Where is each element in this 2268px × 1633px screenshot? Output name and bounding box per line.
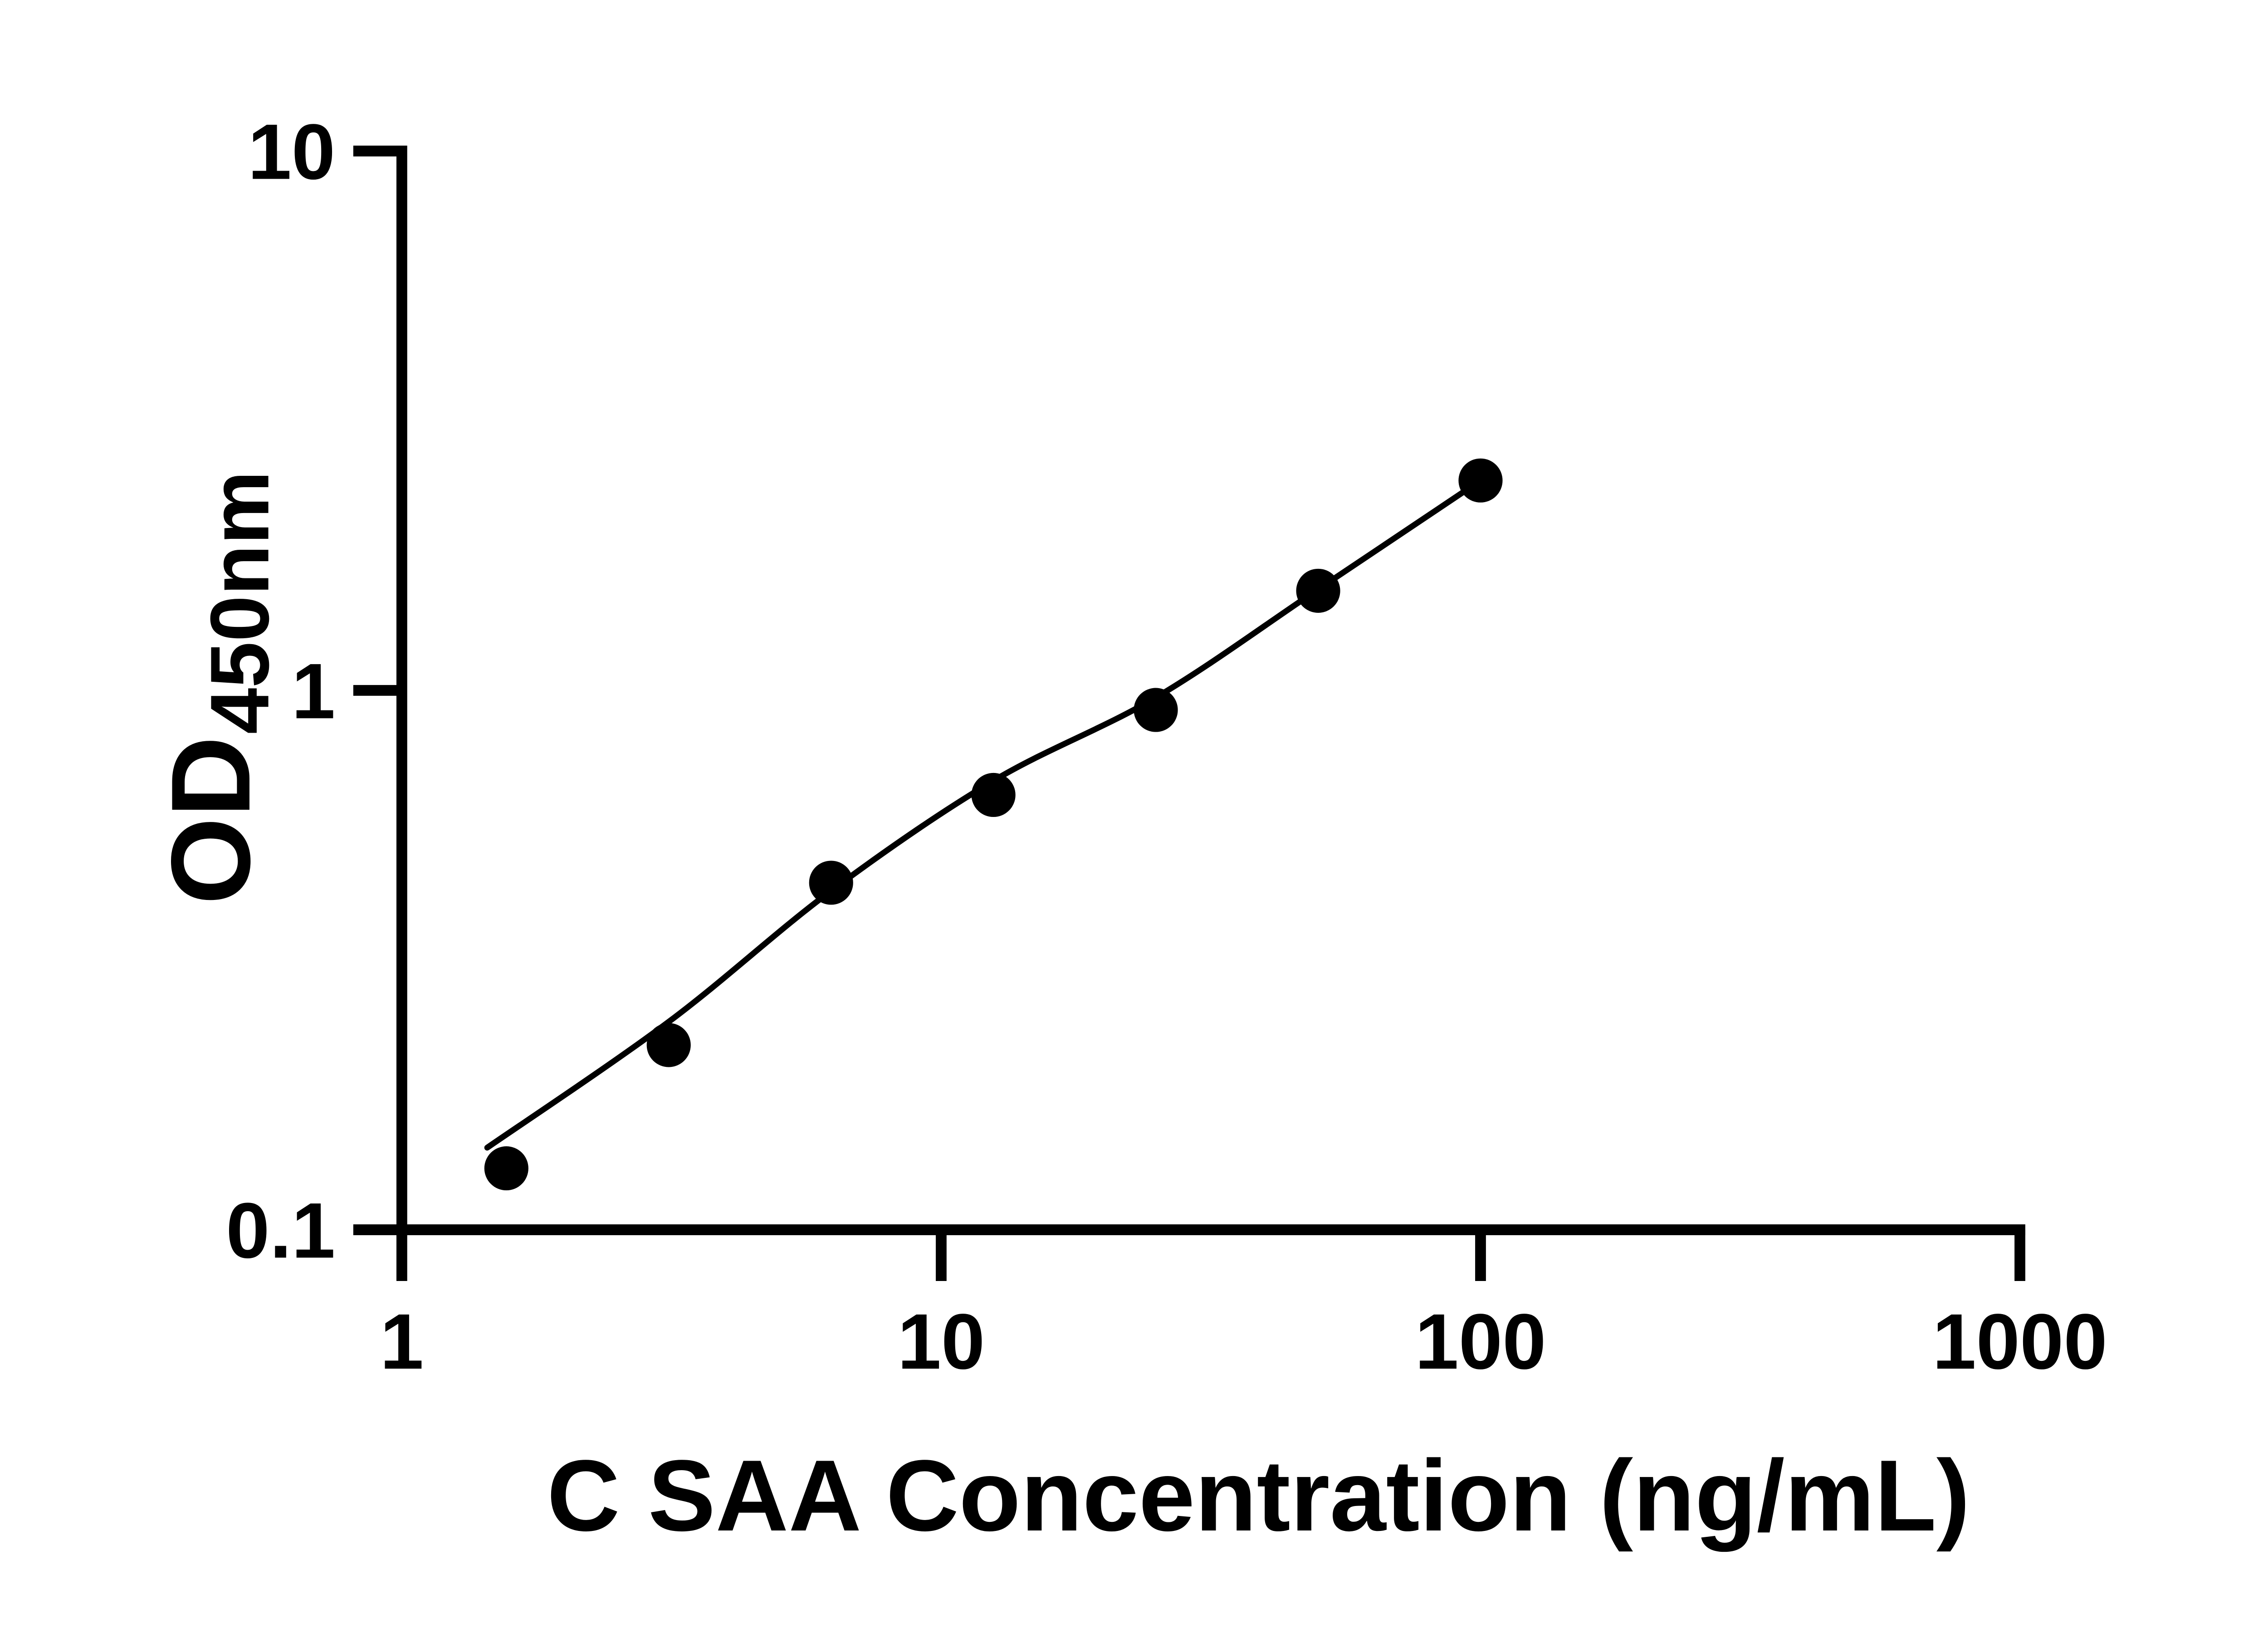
y-axis-title-main: OD [148, 736, 274, 905]
data-point [646, 1023, 691, 1067]
data-point [971, 772, 1016, 817]
x-axis-tick-labels: 1 10 100 1000 [380, 1297, 2107, 1385]
y-tick-label: 0.1 [226, 1186, 335, 1274]
data-point [484, 1146, 528, 1191]
y-axis-ticks [353, 146, 402, 1235]
x-tick-label: 100 [1415, 1297, 1546, 1385]
x-axis-ticks [396, 1230, 2025, 1281]
data-point [1134, 688, 1178, 732]
data-points [484, 458, 1503, 1191]
y-axis-title-subscript: 450nm [193, 471, 286, 734]
y-axis-tick-labels: 0.1 1 10 [226, 108, 335, 1274]
y-tick-label: 1 [292, 647, 335, 735]
data-point [809, 861, 853, 905]
x-tick-label: 1000 [1932, 1297, 2107, 1385]
y-tick-label: 10 [248, 108, 335, 196]
data-point [1458, 458, 1503, 503]
y-axis-title: OD 450nm [148, 471, 286, 905]
x-tick-label: 10 [897, 1297, 985, 1385]
x-tick-label: 1 [380, 1297, 424, 1385]
data-point [1296, 568, 1340, 613]
x-axis-title: C SAA Concentration (ng/mL) [547, 1439, 1970, 1552]
